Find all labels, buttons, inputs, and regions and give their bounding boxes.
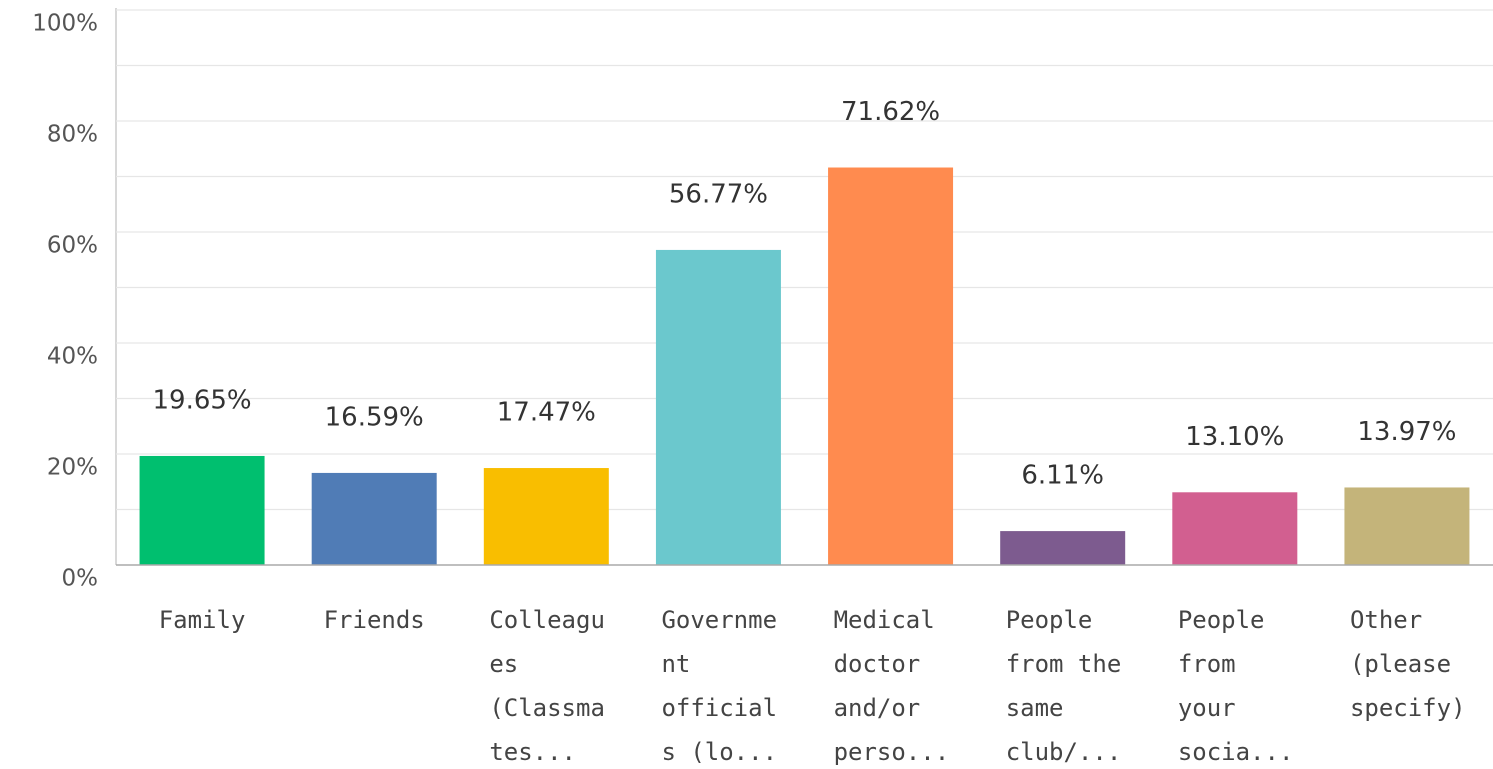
y-tick-label: 0%	[62, 566, 99, 592]
x-tick-label: official	[661, 694, 777, 722]
x-tick-label: your	[1178, 694, 1236, 722]
x-tick-label: from the	[1006, 650, 1122, 678]
bar	[1172, 492, 1298, 565]
x-tick-label: People	[1178, 606, 1265, 634]
x-tick-label: and/or	[834, 694, 921, 722]
bar	[483, 468, 609, 565]
x-tick-label: tes...	[489, 738, 576, 766]
x-tick-label: s (lo...	[661, 738, 777, 766]
x-tick-label: Family	[159, 606, 246, 634]
x-tick-label: (Classma	[489, 694, 605, 722]
x-tick-label: club/...	[1006, 738, 1122, 766]
x-tick-label: Governme	[661, 606, 777, 634]
x-tick-label: es	[489, 650, 518, 678]
value-label: 6.11%	[1021, 461, 1104, 491]
value-label: 16.59%	[325, 402, 424, 432]
y-tick-label: 20%	[47, 455, 98, 481]
x-tick-label: Colleagu	[489, 606, 605, 634]
x-tick-label: doctor	[834, 650, 921, 678]
y-tick-label: 60%	[47, 233, 98, 259]
bar	[1000, 531, 1126, 565]
x-tick-label: (please	[1350, 650, 1451, 678]
x-tick-label: specify)	[1350, 694, 1466, 722]
bar	[655, 249, 781, 565]
bar	[139, 455, 265, 565]
y-tick-label: 80%	[47, 122, 98, 148]
x-tick-label: nt	[661, 650, 690, 678]
y-tick-label: 40%	[47, 344, 98, 370]
bar	[1344, 487, 1470, 565]
value-label: 19.65%	[152, 385, 251, 415]
value-label: 13.97%	[1357, 417, 1456, 447]
x-tick-label: Other	[1350, 606, 1422, 634]
x-tick-label: Friends	[324, 606, 425, 634]
x-tick-label: Medical	[834, 606, 935, 634]
x-tick-label: People	[1006, 606, 1093, 634]
x-tick-label: from	[1178, 650, 1236, 678]
x-tick-label: socia...	[1178, 738, 1294, 766]
x-tick-label: perso...	[834, 738, 950, 766]
value-label: 71.62%	[841, 97, 940, 127]
x-tick-label: same	[1006, 694, 1064, 722]
value-label: 56.77%	[669, 179, 768, 209]
y-tick-label: 100%	[32, 11, 98, 37]
value-label: 13.10%	[1185, 422, 1284, 452]
bar	[828, 167, 954, 565]
value-label: 17.47%	[497, 398, 596, 428]
bar	[311, 472, 437, 565]
